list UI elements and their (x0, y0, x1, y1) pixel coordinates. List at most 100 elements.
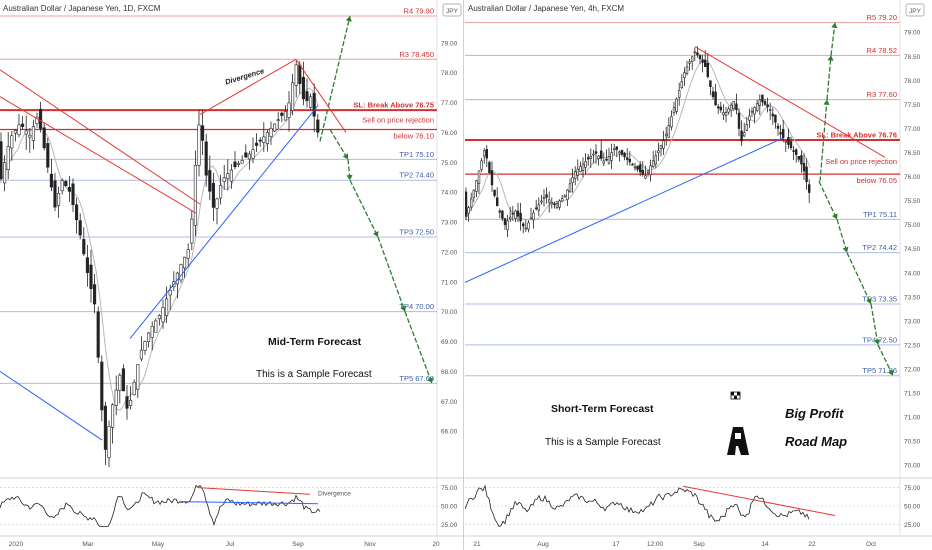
level-label-resistance: R5 79.20 (867, 13, 897, 22)
candle-body (763, 101, 767, 105)
candle-body (797, 155, 801, 160)
candle-body (514, 210, 517, 219)
candle-body (179, 264, 183, 281)
y-tick-label: 71.50 (904, 391, 921, 398)
candle-body (758, 99, 762, 106)
y-tick-label: 66.00 (441, 429, 458, 436)
candle-body (480, 160, 483, 170)
forecast-arrow-head (842, 246, 849, 253)
candle-body (309, 96, 313, 108)
candle-body (57, 193, 61, 206)
y-tick-label: 70.00 (441, 309, 458, 316)
candle-body (211, 182, 215, 208)
candle-body (696, 52, 699, 56)
y-tick-label: 73.50 (904, 294, 921, 301)
candle-body (107, 426, 111, 458)
candle-body (208, 170, 212, 192)
candle-body (581, 163, 585, 171)
level-label-target: TP4 70.00 (399, 302, 434, 311)
candle-body (524, 227, 528, 230)
x-tick-label: Nov (364, 541, 376, 548)
forecast-arrow-head (866, 298, 872, 305)
candle-body (78, 220, 82, 236)
candle-body (724, 112, 728, 116)
road-shape (727, 427, 749, 455)
candle-body (35, 116, 39, 125)
candle-body (644, 175, 647, 179)
candle-body (740, 130, 743, 142)
candle-body (667, 124, 671, 138)
candle-body (529, 217, 533, 220)
candle-body (0, 141, 3, 180)
forecast-arrow-head (827, 55, 834, 61)
candle-body (118, 374, 122, 391)
forecast-arrow-head (342, 153, 348, 160)
candle-body (183, 256, 187, 269)
candle-body (251, 149, 255, 159)
candle-body (161, 307, 165, 323)
candle-body (605, 158, 608, 161)
candle-body (701, 59, 704, 63)
y-tick-label: 74.50 (904, 246, 921, 253)
y-tick-label: 72.00 (904, 366, 921, 373)
rsi-tick-label: 75.00 (904, 485, 921, 492)
y-tick-label: 75.00 (904, 222, 921, 229)
candle-body (75, 204, 79, 221)
candle-body (706, 62, 710, 77)
candle-body (654, 155, 658, 165)
candle-body (612, 148, 616, 151)
candle-body (472, 189, 476, 198)
candle-body (802, 162, 806, 172)
y-tick-label: 79.00 (904, 30, 921, 37)
candle-body (294, 64, 298, 86)
candle-body (46, 143, 50, 168)
candle-body (610, 152, 613, 161)
candle-body (511, 212, 515, 215)
x-tick-label: Mar (82, 541, 94, 548)
candle-body (787, 136, 790, 145)
candle-body (709, 80, 712, 87)
forecast-arrow-segment (404, 311, 433, 384)
candle-body (143, 341, 147, 351)
candle-body (737, 112, 741, 129)
forecast-arrow-segment (826, 55, 832, 100)
y-tick-label: 72.50 (904, 342, 921, 349)
candle-body (190, 218, 194, 244)
candle-body (60, 180, 64, 192)
candle-body (540, 200, 543, 203)
level-label-resistance: R4 78.52 (867, 46, 897, 55)
forecast-arrow-head (874, 339, 881, 345)
candle-body (229, 169, 233, 182)
candle-body (506, 220, 509, 230)
y-tick-label: 70.50 (904, 439, 921, 446)
candle-body (495, 197, 499, 207)
forecast-subtitle: This is a Sample Forecast (256, 369, 372, 380)
candle-body (157, 315, 161, 320)
daily-chart-svg: 79.00 78.00 77.00 76.00 75.00 74.00 73.00 72.00… (0, 0, 463, 548)
candle-body (493, 189, 496, 196)
rsi-line (0, 484, 321, 527)
y-tick-label: 70.00 (904, 463, 921, 470)
y-tick-label: 78.00 (904, 78, 921, 85)
x-tick-label: May (152, 541, 165, 548)
x-tick-label: 17 (612, 541, 620, 548)
candle-body (750, 110, 754, 113)
h4-chart-panel: 79.00 78.50 78.00 77.50 77.00 76.50 76.00 75.50… (465, 0, 932, 550)
candle-body (287, 102, 291, 118)
forecast-title: Short-Term Forecast (551, 403, 654, 415)
candle-body (722, 112, 725, 116)
candle-body (273, 123, 277, 132)
forecast-arrow-head (832, 213, 838, 220)
candle-body (247, 153, 251, 160)
forecast-arrow-segment (830, 22, 836, 56)
candle-body (103, 405, 107, 450)
candle-body (28, 134, 32, 138)
wedge-upper-line (295, 59, 347, 133)
candle-body (111, 404, 115, 428)
candle-body (781, 128, 785, 138)
candle-body (727, 108, 730, 113)
ascending-trendline (465, 137, 784, 283)
candle-body (563, 195, 567, 198)
y-tick-label: 75.50 (904, 198, 921, 205)
candle-body (71, 183, 75, 206)
